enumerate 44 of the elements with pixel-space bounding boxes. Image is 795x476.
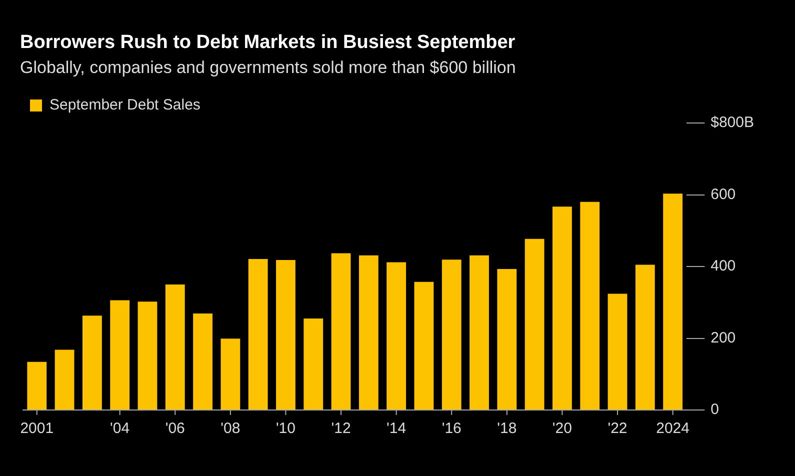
bar [248, 258, 268, 410]
bar [497, 269, 517, 410]
chart-title: Borrowers Rush to Debt Markets in Busiest September [20, 32, 516, 54]
bar [524, 238, 544, 410]
bar [138, 302, 158, 410]
bar [110, 300, 130, 410]
bar [193, 313, 212, 410]
y-tick-label: 0 [710, 401, 719, 418]
bar [304, 318, 324, 410]
x-tick-label: '22 [608, 420, 628, 438]
x-tick-label: '12 [331, 420, 351, 438]
x-tick-label: '14 [386, 420, 406, 438]
y-tick-label: 200 [710, 329, 736, 346]
bar [27, 362, 47, 410]
x-tick-label: '20 [552, 420, 572, 438]
x-tick-label: '10 [276, 420, 296, 438]
x-tick-label: '16 [442, 420, 462, 438]
bar [82, 316, 102, 410]
legend-label: September Debt Sales [50, 96, 200, 114]
x-tick-label: 2024 [656, 420, 690, 438]
bar [414, 282, 434, 410]
bar [470, 255, 489, 410]
x-tick-label: '18 [497, 420, 517, 438]
bar [552, 206, 572, 410]
bar [331, 253, 351, 410]
x-tick-label: 2001 [20, 420, 54, 438]
bar [442, 260, 462, 410]
bar [580, 202, 600, 410]
y-tick-label: 600 [710, 186, 736, 203]
bar [386, 262, 406, 410]
x-tick-label: '06 [165, 420, 185, 438]
bar [358, 255, 378, 410]
x-tick-label: '04 [110, 420, 130, 438]
x-tick-label: '08 [220, 420, 240, 438]
bar [276, 260, 296, 410]
y-tick-label: $800B [710, 114, 754, 132]
y-tick-label: 400 [710, 258, 736, 275]
bar [54, 350, 74, 410]
chart-subtitle: Globally, companies and governments sold more than $600 billion [20, 58, 516, 78]
bar [165, 284, 185, 410]
bar [663, 194, 683, 410]
bar [608, 294, 628, 410]
bar [220, 338, 240, 410]
bar [635, 264, 655, 410]
